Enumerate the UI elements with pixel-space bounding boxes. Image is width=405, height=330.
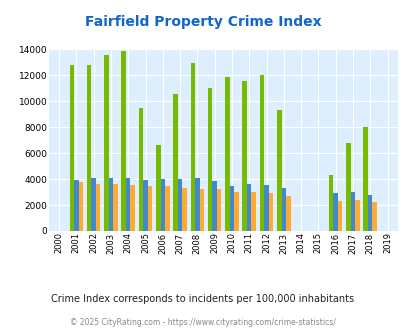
Bar — [268, 193, 273, 231]
Bar — [234, 192, 238, 231]
Bar — [70, 65, 74, 231]
Bar — [246, 184, 251, 231]
Bar — [87, 65, 91, 231]
Bar — [333, 193, 337, 231]
Bar — [251, 192, 255, 231]
Text: © 2025 CityRating.com - https://www.cityrating.com/crime-statistics/: © 2025 CityRating.com - https://www.city… — [70, 318, 335, 327]
Bar — [126, 179, 130, 231]
Bar — [195, 179, 199, 231]
Bar — [216, 189, 221, 231]
Bar — [242, 81, 246, 231]
Bar — [225, 77, 229, 231]
Bar — [371, 203, 376, 231]
Bar — [182, 188, 186, 231]
Bar — [160, 179, 165, 231]
Text: Crime Index corresponds to incidents per 100,000 inhabitants: Crime Index corresponds to incidents per… — [51, 294, 354, 304]
Bar — [207, 88, 212, 231]
Bar — [259, 76, 264, 231]
Bar — [190, 63, 195, 231]
Bar — [165, 186, 169, 231]
Bar — [177, 179, 182, 231]
Bar — [328, 175, 333, 231]
Bar — [156, 145, 160, 231]
Bar — [367, 195, 371, 231]
Bar — [199, 189, 204, 231]
Bar — [173, 94, 177, 231]
Bar — [229, 185, 234, 231]
Bar — [74, 181, 79, 231]
Bar — [354, 200, 359, 231]
Bar — [286, 196, 290, 231]
Bar — [362, 127, 367, 231]
Bar — [121, 51, 126, 231]
Bar — [104, 55, 109, 231]
Bar — [264, 185, 268, 231]
Bar — [79, 182, 83, 231]
Bar — [96, 184, 100, 231]
Bar — [281, 187, 286, 231]
Bar — [350, 192, 354, 231]
Bar — [143, 181, 147, 231]
Bar — [130, 185, 134, 231]
Bar — [109, 179, 113, 231]
Bar — [139, 109, 143, 231]
Bar — [276, 111, 281, 231]
Bar — [345, 143, 350, 231]
Text: Fairfield Property Crime Index: Fairfield Property Crime Index — [85, 15, 320, 29]
Bar — [337, 201, 341, 231]
Bar — [147, 185, 152, 231]
Bar — [113, 184, 117, 231]
Bar — [91, 179, 96, 231]
Bar — [212, 181, 216, 231]
